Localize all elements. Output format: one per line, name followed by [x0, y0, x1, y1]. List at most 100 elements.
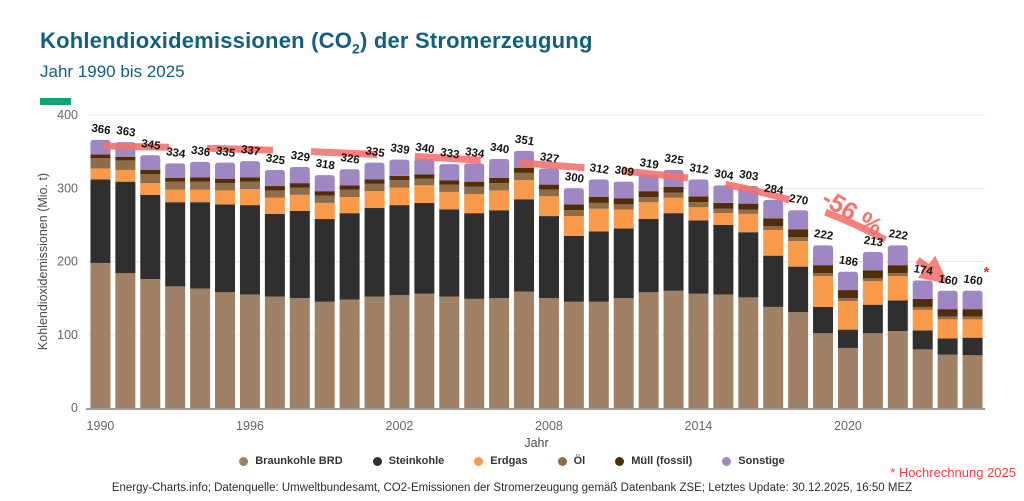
bar-segment[interactable] — [439, 180, 460, 185]
bar-segment[interactable] — [364, 162, 385, 180]
bar-segment[interactable] — [613, 228, 634, 299]
bar-segment[interactable] — [439, 209, 460, 297]
bar-segment[interactable] — [763, 306, 784, 408]
bar-segment[interactable] — [962, 316, 983, 320]
bar-segment[interactable] — [115, 169, 136, 182]
bar-segment[interactable] — [912, 298, 933, 307]
bar-segment[interactable] — [389, 295, 410, 408]
bar-segment[interactable] — [887, 265, 908, 274]
bar-segment[interactable] — [887, 300, 908, 332]
bar-segment[interactable] — [538, 298, 559, 408]
bar-segment[interactable] — [837, 271, 858, 291]
bar-segment[interactable] — [763, 218, 784, 227]
bar-segment[interactable] — [588, 197, 609, 203]
bar-segment[interactable] — [912, 280, 933, 299]
legend-item-steinkohle[interactable]: Steinkohle — [372, 455, 444, 467]
bar-segment[interactable] — [962, 337, 983, 356]
bar-segment[interactable] — [663, 192, 684, 198]
bar-segment[interactable] — [364, 183, 385, 192]
bar-segment[interactable] — [887, 273, 908, 277]
bar-segment[interactable] — [314, 219, 335, 302]
bar-segment[interactable] — [514, 167, 535, 173]
bar-segment[interactable] — [663, 213, 684, 291]
bar-segment[interactable] — [489, 177, 510, 184]
bar-segment[interactable] — [738, 297, 759, 408]
bar-segment[interactable] — [464, 194, 485, 214]
bar-segment[interactable] — [862, 278, 883, 282]
bar-segment[interactable] — [140, 279, 161, 408]
bar-segment[interactable] — [239, 181, 260, 189]
bar-segment[interactable] — [688, 202, 709, 208]
bar-segment[interactable] — [837, 298, 858, 302]
bar-segment[interactable] — [813, 265, 834, 274]
bar-segment[interactable] — [289, 183, 310, 188]
bar-segment[interactable] — [489, 298, 510, 408]
bar-segment[interactable] — [613, 181, 634, 199]
bar-segment[interactable] — [688, 179, 709, 197]
bar-segment[interactable] — [264, 197, 285, 214]
bar-segment[interactable] — [190, 161, 211, 178]
bar-segment[interactable] — [738, 203, 759, 210]
bar-segment[interactable] — [788, 240, 809, 267]
bar-segment[interactable] — [264, 296, 285, 408]
bar-segment[interactable] — [414, 185, 435, 203]
bar-segment[interactable] — [339, 197, 360, 214]
bar-segment[interactable] — [339, 299, 360, 408]
bar-segment[interactable] — [763, 255, 784, 307]
bar-segment[interactable] — [439, 191, 460, 210]
bar-segment[interactable] — [837, 347, 858, 408]
bar-segment[interactable] — [862, 270, 883, 279]
bar-segment[interactable] — [115, 181, 136, 274]
bar-segment[interactable] — [688, 196, 709, 203]
bar-segment[interactable] — [713, 224, 734, 295]
bar-segment[interactable] — [514, 199, 535, 292]
bar-segment[interactable] — [264, 190, 285, 198]
bar-segment[interactable] — [90, 179, 111, 263]
bar-segment[interactable] — [215, 204, 236, 293]
bar-segment[interactable] — [588, 208, 609, 232]
bar-segment[interactable] — [314, 175, 335, 192]
bar-segment[interactable] — [165, 286, 186, 408]
bar-segment[interactable] — [638, 202, 659, 220]
bar-segment[interactable] — [389, 205, 410, 296]
bar-segment[interactable] — [588, 231, 609, 302]
bar-segment[interactable] — [788, 266, 809, 313]
bar-segment[interactable] — [289, 167, 310, 184]
bar-segment[interactable] — [563, 235, 584, 302]
bar-segment[interactable] — [613, 204, 634, 210]
bar-segment[interactable] — [264, 213, 285, 297]
bar-segment[interactable] — [215, 190, 236, 205]
bar-segment[interactable] — [140, 169, 161, 175]
bar-segment[interactable] — [887, 245, 908, 266]
bar-segment[interactable] — [190, 288, 211, 408]
bar-segment[interactable] — [289, 210, 310, 299]
bar-segment[interactable] — [364, 179, 385, 184]
bar-segment[interactable] — [538, 216, 559, 299]
bar-segment[interactable] — [563, 301, 584, 408]
bar-segment[interactable] — [389, 175, 410, 181]
bar-segment[interactable] — [588, 202, 609, 209]
bar-segment[interactable] — [314, 301, 335, 408]
bar-segment[interactable] — [862, 251, 883, 271]
bar-segment[interactable] — [763, 230, 784, 256]
bar-segment[interactable] — [489, 190, 510, 211]
bar-segment[interactable] — [663, 186, 684, 193]
bar-segment[interactable] — [738, 213, 759, 233]
bar-segment[interactable] — [738, 232, 759, 298]
bar-segment[interactable] — [962, 309, 983, 317]
bar-segment[interactable] — [763, 199, 784, 219]
legend-item-braunkohle-brd[interactable]: Braunkohle BRD — [239, 455, 343, 467]
bar-segment[interactable] — [813, 276, 834, 307]
bar-segment[interactable] — [140, 194, 161, 280]
bar-segment[interactable] — [165, 163, 186, 178]
bar-segment[interactable] — [514, 180, 535, 200]
bar-segment[interactable] — [439, 296, 460, 408]
bar-segment[interactable] — [339, 213, 360, 300]
bar-segment[interactable] — [414, 158, 435, 175]
bar-segment[interactable] — [165, 189, 186, 203]
legend-item--l[interactable]: Öl — [557, 455, 585, 467]
bar-segment[interactable] — [862, 304, 883, 334]
bar-segment[interactable] — [613, 198, 634, 205]
bar-segment[interactable] — [638, 174, 659, 192]
bar-segment[interactable] — [563, 210, 584, 217]
